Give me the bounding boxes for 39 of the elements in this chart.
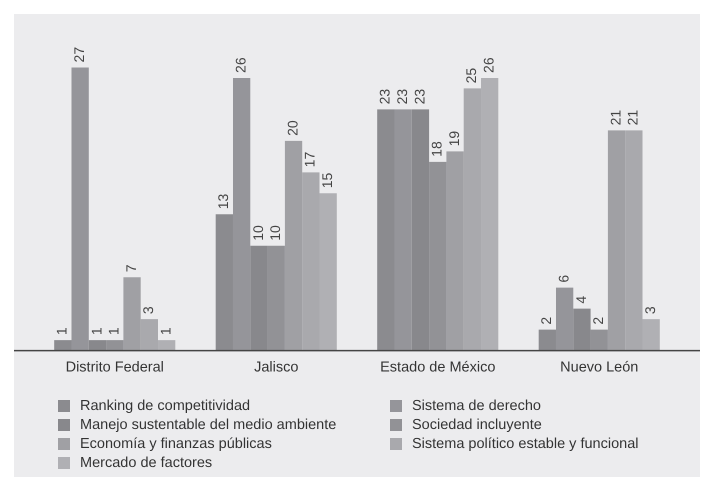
x-tick-label: Jalisco	[254, 359, 298, 376]
data-label: 10	[250, 224, 266, 241]
data-label: 25	[463, 68, 480, 84]
legend-label: Ranking de competitividad	[80, 398, 250, 414]
x-tick-label: Nuevo León	[560, 359, 638, 376]
data-label: 7	[122, 264, 139, 272]
data-label: 26	[480, 57, 497, 73]
data-label: 23	[394, 88, 410, 104]
data-label: 2	[590, 316, 606, 325]
data-label: 15	[319, 172, 336, 188]
data-label: 21	[624, 110, 641, 126]
legend-label: Manejo sustentable del medio ambiente	[80, 417, 336, 433]
data-label: 26	[232, 57, 248, 73]
data-label: 1	[54, 327, 70, 336]
x-tick-label: Distrito Federal	[66, 359, 164, 376]
data-label: 3	[140, 306, 156, 314]
data-label: 3	[642, 306, 658, 314]
data-label: 19	[446, 130, 462, 146]
data-label: 2	[538, 316, 554, 325]
legend-label: Mercado de factores	[80, 455, 212, 471]
data-label: 1	[88, 327, 104, 336]
legend-label: Sistema político estable y funcional	[412, 436, 638, 452]
data-label: 27	[71, 46, 87, 62]
data-label: 20	[284, 120, 300, 136]
data-label: 6	[556, 274, 572, 283]
x-tick-label: Estado de México	[380, 359, 496, 376]
data-label: 21	[607, 110, 624, 126]
data-label: 1	[106, 327, 122, 336]
data-label: 23	[376, 88, 393, 104]
data-label: 10	[267, 224, 284, 241]
legend-label: Economía y finanzas públicas	[80, 436, 272, 452]
data-label: 17	[302, 152, 318, 168]
data-label: 23	[411, 88, 428, 104]
data-label: 18	[428, 141, 445, 157]
legend-label: Sistema de derecho	[412, 398, 541, 414]
data-label: 4	[572, 296, 589, 304]
data-label: 13	[215, 193, 232, 210]
data-label: 1	[158, 327, 174, 336]
legend-label: Sociedad incluyente	[412, 417, 542, 433]
